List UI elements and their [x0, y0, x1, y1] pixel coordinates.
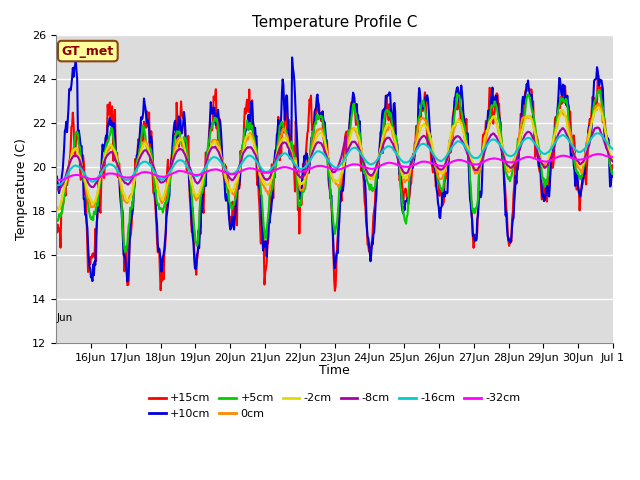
-2cm [221, 167, 228, 172]
+5cm [609, 168, 617, 174]
+5cm [52, 217, 60, 223]
+5cm [118, 200, 125, 205]
-2cm [248, 137, 256, 143]
-32cm [248, 166, 256, 171]
0cm [221, 173, 228, 179]
-8cm [54, 187, 61, 192]
-2cm [424, 129, 432, 134]
-2cm [393, 144, 401, 150]
+15cm [609, 168, 617, 174]
-2cm [52, 206, 60, 212]
+15cm [595, 72, 602, 78]
-16cm [393, 151, 401, 157]
+10cm [118, 207, 125, 213]
Line: +10cm: +10cm [56, 58, 613, 281]
Line: +15cm: +15cm [56, 75, 613, 291]
Line: -16cm: -16cm [56, 133, 613, 185]
-8cm [393, 152, 401, 157]
-32cm [118, 174, 126, 180]
-8cm [593, 125, 601, 131]
Line: 0cm: 0cm [56, 104, 613, 209]
0cm [609, 158, 617, 164]
+5cm [221, 164, 228, 170]
+10cm [609, 174, 617, 180]
-16cm [54, 182, 62, 188]
0cm [248, 133, 256, 139]
+5cm [596, 87, 604, 93]
+5cm [269, 180, 277, 186]
-32cm [424, 159, 432, 165]
-8cm [269, 166, 277, 172]
0cm [595, 101, 602, 107]
-2cm [54, 207, 61, 213]
-32cm [221, 169, 228, 175]
-16cm [221, 165, 228, 171]
-16cm [594, 131, 602, 136]
-8cm [424, 139, 432, 144]
+15cm [424, 142, 432, 148]
+10cm [269, 179, 277, 185]
-2cm [269, 168, 277, 174]
Text: GT_met: GT_met [61, 45, 114, 58]
-8cm [609, 159, 617, 165]
+15cm [248, 127, 255, 132]
+10cm [124, 278, 131, 284]
+15cm [220, 173, 228, 179]
-16cm [248, 154, 256, 159]
-16cm [118, 174, 126, 180]
Line: -32cm: -32cm [56, 154, 613, 180]
-32cm [52, 177, 60, 183]
+5cm [248, 123, 256, 129]
0cm [393, 152, 401, 157]
0cm [269, 170, 277, 176]
-32cm [594, 151, 602, 157]
Line: -8cm: -8cm [56, 128, 613, 190]
+5cm [424, 120, 432, 126]
Y-axis label: Temperature (C): Temperature (C) [15, 138, 28, 240]
-16cm [269, 164, 277, 169]
+5cm [121, 249, 129, 255]
X-axis label: Time: Time [319, 364, 350, 377]
-32cm [54, 177, 61, 183]
-8cm [221, 165, 228, 170]
0cm [52, 203, 60, 209]
-32cm [269, 168, 277, 174]
0cm [118, 191, 126, 196]
Line: -2cm: -2cm [56, 107, 613, 210]
Line: +5cm: +5cm [56, 90, 613, 252]
-16cm [609, 146, 617, 152]
+10cm [248, 104, 256, 109]
+15cm [118, 202, 125, 207]
+10cm [425, 105, 433, 111]
-32cm [609, 154, 617, 160]
Legend: +15cm, +10cm, +5cm, 0cm, -2cm, -8cm, -16cm, -32cm: +15cm, +10cm, +5cm, 0cm, -2cm, -8cm, -16… [145, 389, 525, 423]
+10cm [221, 180, 228, 186]
+10cm [288, 55, 296, 60]
-16cm [52, 182, 60, 188]
-8cm [118, 176, 126, 181]
+10cm [52, 176, 60, 182]
+15cm [393, 141, 401, 147]
-2cm [609, 158, 617, 164]
0cm [424, 124, 432, 130]
Text: Jun: Jun [56, 313, 72, 324]
0cm [54, 206, 62, 212]
-2cm [595, 104, 602, 110]
-16cm [424, 144, 432, 150]
-8cm [248, 146, 256, 152]
+15cm [269, 163, 276, 169]
Title: Temperature Profile C: Temperature Profile C [252, 15, 417, 30]
+5cm [393, 137, 401, 143]
-8cm [52, 186, 60, 192]
-32cm [393, 162, 401, 168]
-2cm [118, 185, 126, 191]
+10cm [394, 142, 401, 147]
+15cm [331, 288, 339, 294]
+15cm [52, 225, 60, 230]
